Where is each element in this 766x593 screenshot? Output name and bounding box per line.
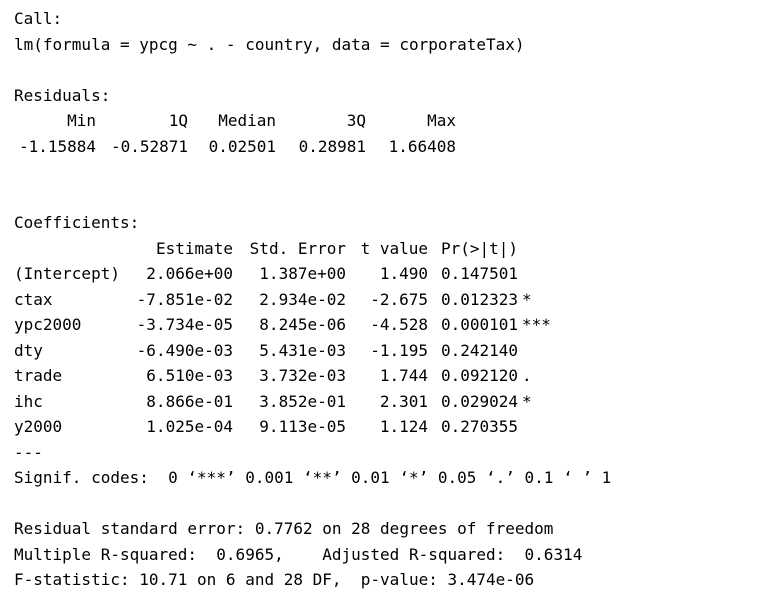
residual-value-max: 1.66408 (388, 136, 456, 156)
coef-signif: . (522, 366, 532, 385)
residuals-values-row: -1.15884 -0.52871 0.02501 0.28981 1.6640… (14, 134, 611, 160)
coef-t-value: 1.744 (379, 366, 428, 385)
coef-term: ctax (14, 289, 53, 309)
coef-p-value: 0.147501 (440, 264, 518, 283)
coef-estimate: -7.851e-02 (136, 289, 233, 309)
residual-label-3q: 3Q (346, 111, 366, 130)
coef-std-error: 5.431e-03 (259, 340, 346, 360)
residual-label-1q: 1Q (168, 111, 188, 130)
blank-line (14, 491, 611, 517)
residual-label-median: Median (218, 111, 276, 130)
residual-value-1q: -0.52871 (110, 136, 188, 156)
coef-signif: *** (522, 315, 551, 334)
coefficient-row: trade 6.510e-03 3.732e-03 1.744 0.092120. (14, 363, 611, 389)
r-console-output: Call: lm(formula = ypcg ~ . - country, d… (14, 6, 611, 593)
blank-line (14, 185, 611, 211)
coef-p-value: 0.092120 (440, 366, 518, 385)
coef-estimate: -6.490e-03 (136, 340, 233, 360)
coef-term: ypc2000 (14, 315, 82, 334)
signif-codes: Signif. codes: 0 ‘***’ 0.001 ‘**’ 0.01 ‘… (14, 468, 612, 487)
coefficients-table-body: (Intercept) 2.066e+00 1.387e+00 1.490 0.1475… (14, 261, 611, 440)
r-squared-line: Multiple R-squared: 0.6965, Adjusted R-s… (14, 544, 583, 564)
coef-t-value: 2.301 (379, 391, 428, 411)
f-statistic-line: F-statistic: 10.71 on 6 and 28 DF, p-val… (14, 570, 535, 589)
coefficients-header: Coefficients: (14, 213, 140, 232)
coefficient-row: y2000 1.025e-04 9.113e-05 1.124 0.270355 (14, 414, 611, 440)
coef-term: (Intercept) (14, 264, 120, 283)
residual-value-3q: 0.28981 (298, 136, 366, 156)
coefficients-column-headers: Estimate Std. Error t value Pr(>|t|) (14, 236, 611, 262)
coef-term: y2000 (14, 417, 63, 436)
coef-signif: * (522, 391, 532, 411)
blank-line (14, 57, 611, 83)
coef-p-value: 0.270355 (440, 417, 518, 436)
coef-std-error: 9.113e-05 (259, 417, 346, 436)
coef-estimate: 1.025e-04 (146, 417, 233, 436)
coef-std-error: 8.245e-06 (259, 315, 346, 334)
coef-t-value: -4.528 (370, 315, 428, 334)
coef-estimate: -3.734e-05 (136, 315, 233, 334)
coef-p-value: 0.000101 (440, 315, 518, 334)
coef-std-error: 2.934e-02 (259, 289, 346, 309)
coef-t-value: 1.124 (379, 417, 428, 436)
coef-t-value: -2.675 (370, 289, 428, 309)
coefficient-row: (Intercept) 2.066e+00 1.387e+00 1.490 0.1475… (14, 261, 611, 287)
coef-std-error: 3.732e-03 (259, 366, 346, 385)
coef-term: ihc (14, 391, 43, 411)
col-header-p-value: Pr(>|t|) (440, 238, 518, 258)
residual-value-min: -1.15884 (18, 136, 96, 156)
signif-separator: --- (14, 442, 43, 462)
coef-estimate: 2.066e+00 (146, 264, 233, 283)
coef-term: trade (14, 366, 63, 385)
col-header-estimate: Estimate (155, 238, 233, 258)
col-header-t-value: t value (360, 238, 428, 258)
coef-p-value: 0.029024 (440, 391, 518, 411)
coef-p-value: 0.242140 (440, 340, 518, 360)
residuals-labels-row: Min 1Q Median 3Q Max (14, 108, 611, 134)
blank-line (14, 159, 611, 185)
coef-t-value: -1.195 (370, 340, 428, 360)
coef-t-value: 1.490 (379, 264, 428, 283)
coef-std-error: 3.852e-01 (259, 391, 346, 411)
coefficient-row: ctax -7.851e-02 2.934e-02 -2.675 0.012323 * (14, 287, 611, 313)
residuals-header: Residuals: (14, 85, 111, 105)
coef-term: dty (14, 340, 43, 360)
call-header: Call: (14, 9, 63, 28)
coef-estimate: 6.510e-03 (146, 366, 233, 385)
residual-standard-error: Residual standard error: 0.7762 on 28 de… (14, 519, 554, 538)
coef-estimate: 8.866e-01 (146, 391, 233, 411)
call-formula: lm(formula = ypcg ~ . - country, data = … (14, 34, 525, 54)
col-header-std-error: Std. Error (249, 238, 346, 258)
coefficient-row: ihc 8.866e-01 3.852e-01 2.301 0.029024 * (14, 389, 611, 415)
residual-value-median: 0.02501 (208, 136, 276, 156)
coefficient-row: dty -6.490e-03 5.431e-03 -1.195 0.242140 (14, 338, 611, 364)
residual-label-min: Min (67, 111, 96, 130)
coef-p-value: 0.012323 (440, 289, 518, 309)
coef-std-error: 1.387e+00 (259, 264, 346, 283)
residual-label-max: Max (427, 111, 456, 130)
coef-signif: * (522, 289, 532, 309)
coefficient-row: ypc2000 -3.734e-05 8.245e-06 -4.528 0.000101… (14, 312, 611, 338)
